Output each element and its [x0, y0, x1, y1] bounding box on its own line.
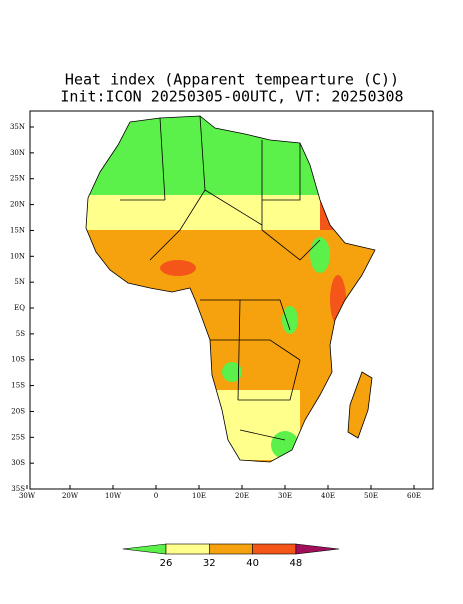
colorbar-bin — [252, 543, 297, 555]
map-frame — [29, 110, 434, 490]
colorbar-bin — [209, 543, 253, 555]
lat-label: EQ — [14, 304, 25, 312]
colorbar-tick-label: 48 — [290, 558, 303, 569]
lon-label: 20W — [62, 492, 79, 500]
lat-label: 30N — [10, 149, 25, 157]
lat-label: 15S — [11, 382, 25, 390]
lon-label: 20E — [235, 492, 249, 500]
lon-label: 50E — [364, 492, 378, 500]
field — [222, 362, 242, 382]
lat-label: 5N — [14, 278, 25, 286]
lat-label: 10S — [11, 356, 25, 364]
colorbar-bin — [165, 543, 210, 555]
lon-label: 30E — [278, 492, 292, 500]
lon-label: 60E — [407, 492, 421, 500]
colorbar: 26 32 40 48 — [122, 543, 340, 569]
lat-label: 25S — [11, 433, 25, 441]
title: Heat index (Apparent tempearture (C)) — [65, 71, 399, 89]
colorbar-tick-label: 32 — [203, 558, 216, 569]
lon-label: 10E — [192, 492, 206, 500]
field — [310, 237, 330, 273]
lat-label: 20N — [10, 201, 25, 209]
lon-label: 10W — [105, 492, 122, 500]
subtitle: Init:ICON 20250305-00UTC, VT: 20250308 — [60, 88, 403, 106]
coastline — [85, 115, 376, 463]
lat-label: 35S — [11, 485, 25, 493]
colorbar-tick-label: 26 — [160, 558, 173, 569]
colorbar-extend-low — [122, 543, 167, 555]
lat-label: 15N — [10, 226, 25, 234]
field — [86, 195, 320, 230]
field — [86, 230, 375, 360]
lat-label: 5S — [16, 330, 25, 338]
lat-label: 35N — [10, 123, 25, 131]
lon-label: 30W — [19, 492, 36, 500]
lat-label: 30S — [11, 459, 25, 467]
lon-label: 40E — [321, 492, 335, 500]
lat-label: 25N — [10, 175, 25, 183]
field — [160, 260, 196, 276]
field — [271, 431, 299, 459]
lon-label: 0 — [154, 492, 158, 500]
colorbar-extend-high — [295, 543, 340, 555]
lat-label: 10N — [10, 252, 25, 260]
field — [282, 306, 298, 334]
lat-label: 20S — [11, 407, 25, 415]
field — [86, 116, 375, 195]
colorbar-tick-label: 40 — [246, 558, 259, 569]
field — [330, 275, 346, 325]
